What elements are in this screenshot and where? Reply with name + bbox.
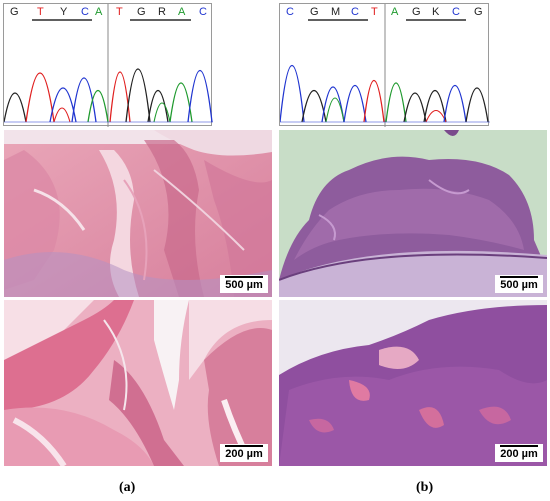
chromatogram-a: G T Y C A T G R A C bbox=[3, 3, 213, 127]
scale-bar: 200 µm bbox=[495, 444, 543, 462]
base-label: A bbox=[178, 6, 186, 18]
scale-bar: 500 µm bbox=[220, 275, 268, 293]
scale-bar-label: 500 µm bbox=[225, 279, 263, 291]
base-label: A bbox=[95, 6, 103, 18]
chromatogram-b-trace bbox=[280, 4, 490, 127]
base-label: T bbox=[116, 6, 123, 18]
chromatogram-a-trace bbox=[4, 4, 213, 127]
histology-a-low-svg bbox=[4, 130, 272, 297]
histology-b-low-svg bbox=[279, 130, 547, 297]
histology-image-b-high-mag: 200 µm bbox=[279, 300, 547, 466]
histology-image-a-high-mag: 200 µm bbox=[4, 300, 272, 466]
base-label: R bbox=[158, 6, 166, 18]
base-label: M bbox=[331, 6, 341, 18]
histology-image-a-low-mag: 500 µm bbox=[4, 130, 272, 297]
scale-bar-line bbox=[500, 276, 538, 278]
sequence-labels-b: C G M C T A G K C G bbox=[280, 6, 490, 20]
chromatogram-b: C G M C T A G K C G bbox=[279, 3, 490, 127]
scale-bar-line bbox=[225, 445, 263, 447]
base-label: C bbox=[286, 6, 294, 18]
scale-bar: 500 µm bbox=[495, 275, 543, 293]
base-label: C bbox=[199, 6, 207, 18]
base-label: G bbox=[412, 6, 421, 18]
base-label: C bbox=[351, 6, 359, 18]
histology-image-b-low-mag: 500 µm bbox=[279, 130, 547, 297]
scale-bar: 200 µm bbox=[220, 444, 268, 462]
base-label: Y bbox=[60, 6, 68, 18]
base-label: G bbox=[310, 6, 319, 18]
base-label: C bbox=[452, 6, 460, 18]
scale-bar-line bbox=[225, 276, 263, 278]
base-label: G bbox=[137, 6, 146, 18]
base-label: G bbox=[474, 6, 483, 18]
sequence-labels-a: G T Y C A T G R A C bbox=[4, 6, 213, 20]
base-label: C bbox=[81, 6, 89, 18]
panel-caption-b: (b) bbox=[416, 480, 434, 495]
base-label: T bbox=[371, 6, 378, 18]
base-label: G bbox=[10, 6, 19, 18]
scale-bar-label: 200 µm bbox=[225, 448, 263, 460]
scale-bar-label: 200 µm bbox=[500, 448, 538, 460]
panel-caption-a: (a) bbox=[119, 480, 136, 495]
base-label: T bbox=[37, 6, 44, 18]
base-label: K bbox=[432, 6, 440, 18]
scale-bar-line bbox=[500, 445, 538, 447]
histology-b-high-svg bbox=[279, 300, 547, 466]
histology-a-high-svg bbox=[4, 300, 272, 466]
scale-bar-label: 500 µm bbox=[500, 279, 538, 291]
base-label: A bbox=[391, 6, 399, 18]
